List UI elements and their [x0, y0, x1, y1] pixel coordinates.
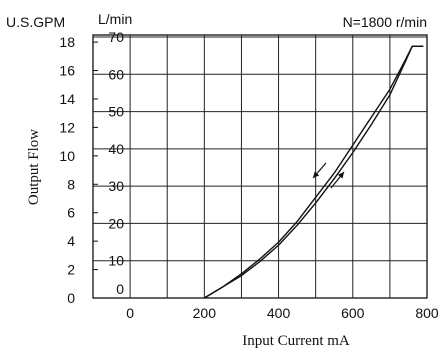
- y-tick-label-gpm: 0: [67, 290, 75, 306]
- x-tick-labels: 0 200 400 600 800: [126, 305, 439, 321]
- x-tick-label: 200: [193, 305, 217, 321]
- y-tick-label-lmin: 50: [108, 104, 124, 120]
- y-tick-label-lmin: 20: [108, 215, 124, 231]
- y-axis-label: Output Flow: [26, 129, 42, 205]
- speed-annotation: N=1800 r/min: [343, 14, 427, 30]
- y-tick-label-gpm: 16: [59, 63, 75, 79]
- y-tick-label-gpm: 14: [59, 91, 75, 107]
- horizontal-gridlines: [93, 36, 427, 262]
- y-tick-labels-gpm: 0 2 4 6 8 10 12 14 16 18: [59, 34, 98, 306]
- series-line-1: [203, 45, 424, 299]
- y-tick-label-lmin: 10: [108, 253, 124, 269]
- arrow-decreasing-head: [313, 171, 320, 178]
- y-tick-label-gpm: 18: [59, 34, 75, 50]
- arrow-increasing-head: [337, 172, 344, 179]
- units-lmin: L/min: [98, 11, 132, 27]
- series-lines: [203, 45, 424, 299]
- x-tick-label: 400: [267, 305, 291, 321]
- y-tick-label-lmin: 30: [108, 178, 124, 194]
- y-tick-label-lmin: 60: [108, 66, 124, 82]
- y-tick-label-gpm: 6: [67, 205, 75, 221]
- plot-area: [92, 34, 428, 299]
- y-tick-label-gpm: 12: [59, 119, 75, 135]
- x-tick-label: 800: [415, 305, 439, 321]
- series-line-2: [203, 45, 424, 299]
- x-axis-label: Input Current mA: [242, 333, 350, 349]
- y-tick-label-gpm: 4: [67, 233, 75, 249]
- vertical-gridlines: [129, 35, 391, 298]
- y-tick-label-lmin: 0: [116, 281, 124, 297]
- x-tick-label: 600: [341, 305, 365, 321]
- hysteresis-arrows: [312, 162, 345, 189]
- y-tick-label-gpm: 8: [67, 176, 75, 192]
- y-tick-label-lmin: 40: [108, 141, 124, 157]
- y-tick-labels-lmin: 0 10 20 30 40 50 60 70: [108, 29, 124, 297]
- y-tick-label-lmin: 70: [108, 29, 124, 45]
- units-gpm: U.S.GPM: [6, 14, 65, 30]
- x-tick-label: 0: [126, 305, 134, 321]
- y-tick-label-gpm: 10: [59, 148, 75, 164]
- y-tick-label-gpm: 2: [67, 262, 75, 278]
